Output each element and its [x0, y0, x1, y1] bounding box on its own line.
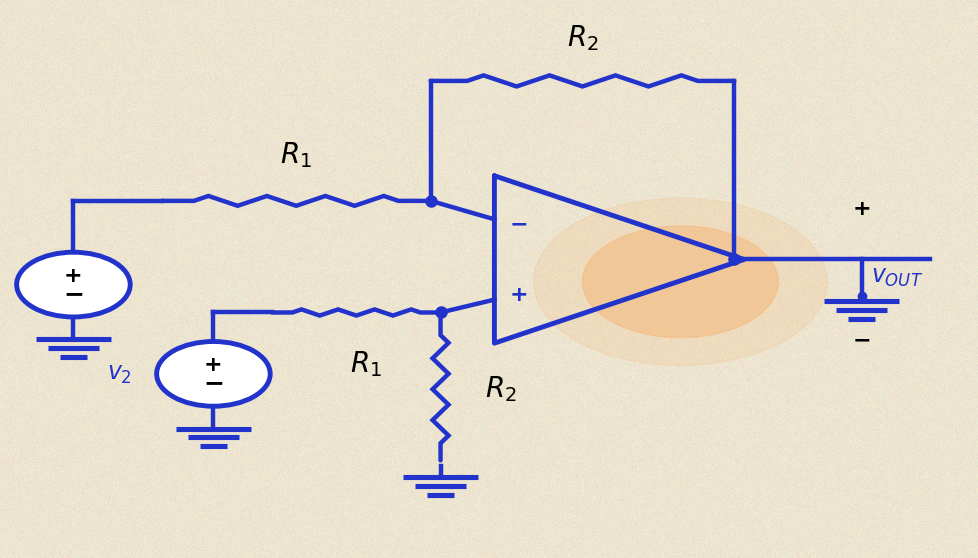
Text: $R_1$: $R_1$	[350, 349, 381, 378]
Text: +: +	[851, 199, 870, 219]
Text: $v_{OUT}$: $v_{OUT}$	[870, 265, 922, 289]
Text: −: −	[509, 214, 528, 234]
Text: +: +	[64, 266, 83, 286]
Text: −: −	[63, 282, 84, 306]
Text: −: −	[202, 371, 224, 395]
Text: −: −	[851, 330, 870, 350]
Text: $R_1$: $R_1$	[280, 141, 312, 170]
Text: $R_2$: $R_2$	[484, 374, 515, 404]
Circle shape	[582, 226, 778, 338]
Circle shape	[17, 252, 130, 317]
Text: $R_2$: $R_2$	[566, 23, 598, 53]
Text: +: +	[509, 285, 528, 305]
Text: +: +	[203, 355, 223, 375]
Circle shape	[533, 198, 826, 365]
Text: $v_2$: $v_2$	[108, 362, 132, 386]
Circle shape	[156, 341, 270, 406]
